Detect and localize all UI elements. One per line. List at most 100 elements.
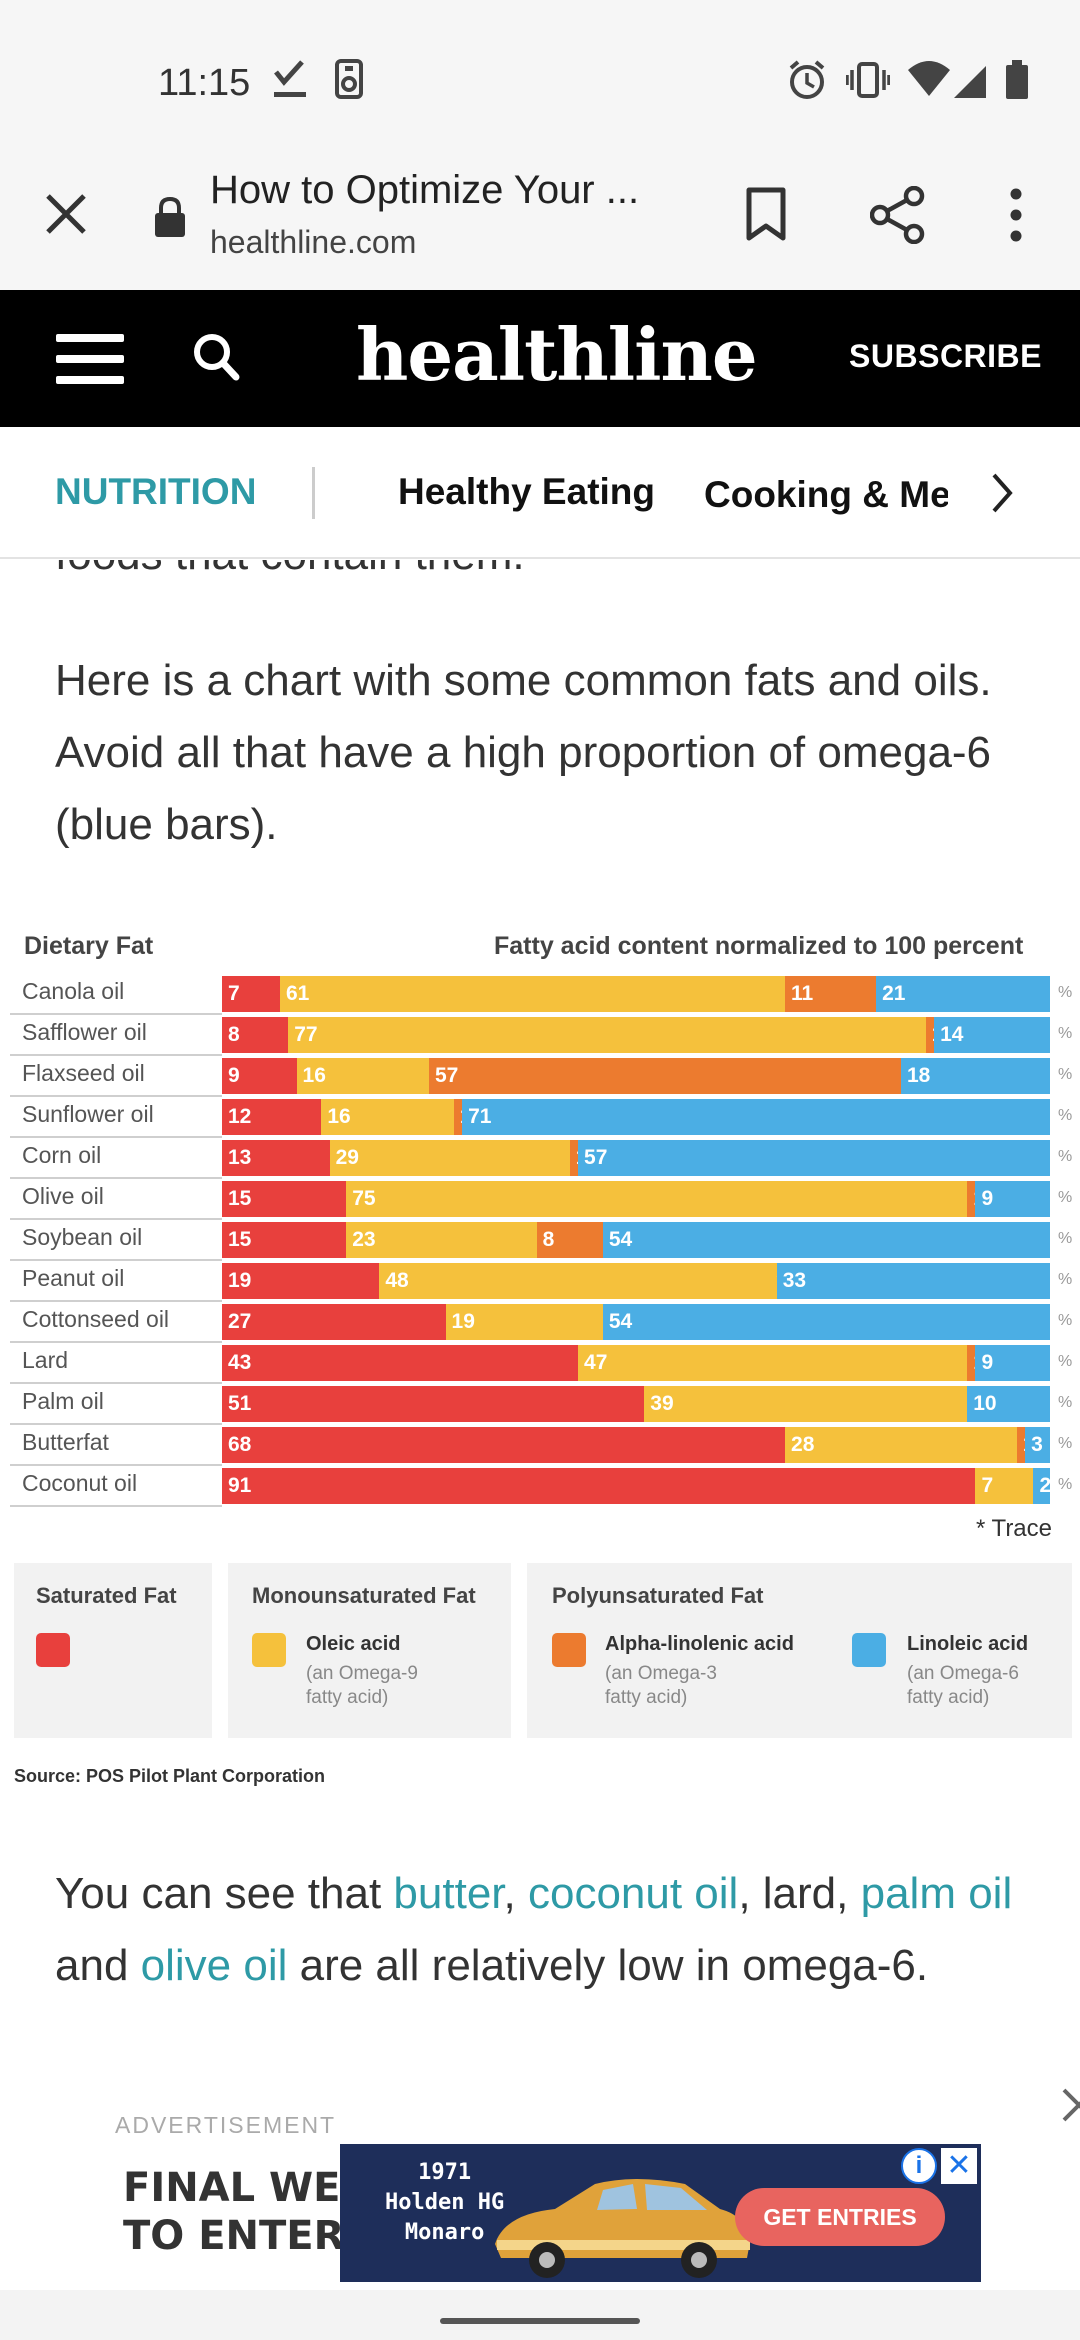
bar-label-safflower-oil-linoleic-acid: 14 — [940, 1023, 964, 1046]
bar-olive-oil-alpha-linolenic-acid — [967, 1181, 976, 1217]
bar-cottonseed-oil-linoleic-acid — [602, 1304, 1050, 1340]
signal-icon — [954, 66, 986, 98]
bar-label-corn-oil-saturated-fat: 13 — [228, 1146, 252, 1169]
legend-la-sub2: fatty acid) — [907, 1687, 990, 1708]
row-label-olive-oil: Olive oil — [22, 1183, 104, 1209]
vibrate-icon — [846, 62, 890, 98]
row-divider — [10, 1341, 222, 1343]
bar-butterfat-alpha-linolenic-acid — [1016, 1427, 1026, 1463]
text-span: , — [503, 1869, 528, 1918]
nav-healthy-eating[interactable]: Healthy Eating — [398, 471, 655, 512]
bar-label-safflower-oil-oleic-acid: 77 — [294, 1023, 318, 1046]
browser-toolbar: How to Optimize Your ... healthline.com — [0, 160, 1080, 290]
legend-oleic-sub1: (an Omega-9 — [306, 1663, 418, 1684]
bar-label-flaxseed-oil-linoleic-acid: 18 — [906, 1064, 931, 1087]
nav-cooking-label: Cooking & Meal Prep — [704, 474, 948, 515]
bar-label-soybean-oil-alpha-linolenic-acid: 8 — [542, 1228, 555, 1251]
chart-title-right: Fatty acid content normalized to 100 per… — [494, 932, 1024, 960]
row-label-canola-oil: Canola oil — [22, 978, 125, 1004]
sim-icon — [335, 59, 363, 99]
bar-label-olive-oil-saturated-fat: 15 — [228, 1187, 252, 1210]
legend-oleic-name: Oleic acid — [306, 1633, 401, 1655]
row-label-safflower-oil: Safflower oil — [22, 1019, 147, 1045]
ad-info-icon[interactable]: i — [901, 2148, 937, 2184]
row-percent-unit: % — [1058, 1107, 1073, 1124]
bar-peanut-oil-linoleic-acid — [776, 1263, 1050, 1299]
category-nav: NUTRITION Healthy Eating Cooking & Meal … — [0, 427, 1080, 559]
legend-mono-title: Monounsaturated Fat — [252, 1583, 476, 1608]
bar-sunflower-oil-oleic-acid — [321, 1099, 454, 1135]
bar-coconut-oil-oleic-acid — [975, 1468, 1034, 1504]
bar-label-soybean-oil-linoleic-acid: 54 — [608, 1228, 633, 1251]
ad-cta-button[interactable]: GET ENTRIES — [735, 2188, 945, 2246]
ad-banner[interactable]: FINAL WEEK TO ENTER 1971 Holden HG Monar… — [115, 2144, 981, 2282]
bar-peanut-oil-saturated-fat — [222, 1263, 380, 1299]
share-icon[interactable] — [870, 186, 926, 244]
row-label-flaxseed-oil: Flaxseed oil — [22, 1060, 145, 1086]
row-percent-unit: % — [1058, 984, 1073, 1001]
bar-label-lard-saturated-fat: 43 — [228, 1351, 252, 1374]
bar-olive-oil-oleic-acid — [346, 1181, 968, 1217]
ad-model-year: 1971 — [418, 2160, 472, 2185]
row-divider — [10, 1259, 222, 1261]
link-olive-oil[interactable]: olive oil — [140, 1941, 288, 1990]
bar-safflower-oil-alpha-linolenic-acid — [925, 1017, 935, 1053]
row-percent-unit: % — [1058, 1148, 1073, 1165]
row-percent-unit: % — [1058, 1189, 1073, 1206]
bar-butterfat-saturated-fat — [222, 1427, 786, 1463]
bar-safflower-oil-saturated-fat — [222, 1017, 289, 1053]
legend-mono: Monounsaturated Fat Oleic acid (an Omega… — [228, 1563, 511, 1738]
lock-icon — [155, 196, 185, 237]
nav-cooking[interactable]: Cooking & Meal Prep — [704, 467, 948, 523]
check-download-icon — [274, 60, 306, 97]
close-tab-icon[interactable] — [42, 190, 90, 238]
link-butter[interactable]: butter — [393, 1869, 504, 1918]
ad-close-icon[interactable] — [1060, 2086, 1080, 2126]
bar-label-canola-oil-oleic-acid: 61 — [285, 982, 310, 1005]
nav-divider — [312, 467, 315, 519]
menu-icon[interactable] — [56, 334, 124, 384]
bar-flaxseed-oil-alpha-linolenic-acid — [429, 1058, 901, 1094]
bar-olive-oil-saturated-fat — [222, 1181, 347, 1217]
page-title[interactable]: How to Optimize Your ... — [210, 168, 640, 212]
row-divider — [10, 1177, 222, 1179]
row-divider — [10, 1423, 222, 1425]
bar-label-palm-oil-linoleic-acid: 10 — [973, 1392, 997, 1415]
legend-ala-sub2: fatty acid) — [605, 1687, 688, 1708]
chart-title-left: Dietary Fat — [24, 932, 154, 960]
healthline-logo[interactable]: healthline — [356, 312, 758, 397]
text-span: and — [55, 1941, 141, 1990]
wifi-icon — [908, 61, 950, 96]
bar-label-butterfat-saturated-fat: 68 — [228, 1433, 252, 1456]
page-domain[interactable]: healthline.com — [210, 224, 417, 260]
legend-swatch-ala — [552, 1633, 586, 1667]
chevron-right-icon[interactable] — [988, 471, 1016, 515]
bookmark-icon[interactable] — [744, 186, 788, 242]
row-label-sunflower-oil: Sunflower oil — [22, 1101, 154, 1127]
row-percent-unit: % — [1058, 1476, 1073, 1493]
bar-butterfat-oleic-acid — [785, 1427, 1017, 1463]
bar-coconut-oil-saturated-fat — [222, 1468, 976, 1504]
bar-label-coconut-oil-saturated-fat: 91 — [228, 1474, 252, 1497]
ad-x-icon[interactable]: ✕ — [941, 2148, 977, 2184]
bar-sunflower-oil-alpha-linolenic-acid — [453, 1099, 463, 1135]
subscribe-button[interactable]: SUBSCRIBE — [849, 338, 1042, 374]
link-coconut-oil[interactable]: coconut oil — [527, 1869, 739, 1918]
more-options-icon[interactable] — [1006, 186, 1026, 244]
legend-poly: Polyunsaturated Fat Alpha-linolenic acid… — [527, 1563, 1072, 1738]
bar-corn-oil-linoleic-acid — [578, 1140, 1050, 1176]
legend-swatch-oleic — [252, 1633, 286, 1667]
search-icon[interactable] — [192, 332, 240, 384]
bar-soybean-oil-alpha-linolenic-acid — [536, 1222, 603, 1258]
bar-sunflower-oil-linoleic-acid — [462, 1099, 1050, 1135]
bar-canola-oil-oleic-acid — [279, 976, 786, 1012]
bar-label-safflower-oil-saturated-fat: 8 — [228, 1023, 240, 1046]
bar-palm-oil-linoleic-acid — [967, 1386, 1050, 1422]
text-span: You can see that — [55, 1869, 394, 1918]
row-divider — [10, 1054, 222, 1056]
home-gesture-handle[interactable] — [440, 2318, 640, 2324]
status-bar: 11:15 — [0, 0, 1080, 160]
nav-nutrition[interactable]: NUTRITION — [55, 471, 257, 512]
link-palm-oil[interactable]: palm oil — [860, 1869, 1013, 1918]
bar-safflower-oil-linoleic-acid — [934, 1017, 1050, 1053]
